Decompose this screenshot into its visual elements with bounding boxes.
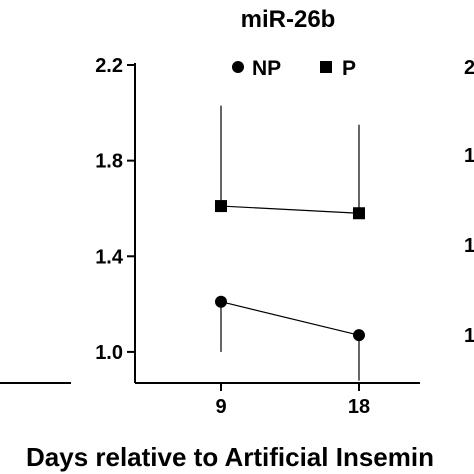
legend-label-p: P xyxy=(342,57,356,80)
legend-marker-np xyxy=(232,61,244,73)
series-line-np xyxy=(220,301,360,336)
legend: NP P xyxy=(232,57,356,80)
x-tick-label: 18 xyxy=(348,396,370,418)
right-panel-fragment: 2 1 1 1 xyxy=(464,57,474,347)
y-tick-label: 2.2 xyxy=(95,55,123,77)
x-axis: 9 18 xyxy=(135,382,420,418)
data-point-p xyxy=(215,200,227,213)
chart-title: miR-26b xyxy=(241,6,336,33)
data-point-np xyxy=(353,329,365,342)
right-panel-tick-label: 2 xyxy=(464,57,474,79)
y-tick-label: 1.8 xyxy=(95,151,123,173)
x-tick-label: 9 xyxy=(215,396,226,418)
legend-marker-p xyxy=(320,61,332,73)
plot-area xyxy=(215,105,365,381)
right-panel-tick-label: 1 xyxy=(464,235,474,257)
y-tick-label: 1.4 xyxy=(95,246,124,268)
series-line-p xyxy=(220,205,360,214)
y-axis: 1.0 1.4 1.8 2.2 xyxy=(95,55,136,383)
data-point-p xyxy=(353,207,365,220)
right-panel-tick-label: 1 xyxy=(464,325,474,347)
x-axis-label: Days relative to Artificial Insemin xyxy=(26,442,434,472)
y-tick-label: 1.0 xyxy=(95,342,123,364)
legend-label-np: NP xyxy=(252,57,281,80)
data-point-np xyxy=(215,295,227,308)
right-panel-tick-label: 1 xyxy=(464,145,474,167)
